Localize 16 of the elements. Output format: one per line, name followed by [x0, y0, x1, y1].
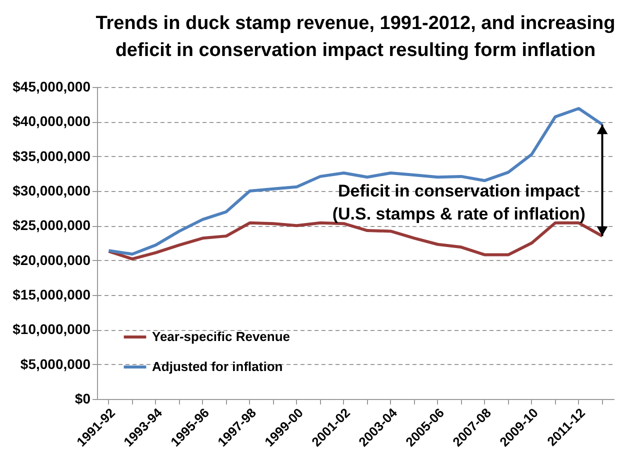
line-series — [107, 221, 604, 260]
y-tick-label: $15,000,000 — [12, 286, 91, 302]
legend-label: Adjusted for inflation — [152, 359, 283, 374]
y-tick-label: $25,000,000 — [12, 217, 91, 234]
y-tick-label: $5,000,000 — [20, 356, 91, 372]
y-tick-label: $30,000,000 — [12, 182, 91, 198]
y-tick-label: $35,000,000 — [12, 148, 91, 164]
y-tick-label: $45,000,000 — [12, 78, 91, 94]
legend-label: Year-specific Revenue — [152, 329, 290, 344]
y-tick-label: $0 — [74, 390, 91, 406]
annotation: Deficit in conservation impact (U.S. stamps & rate of inflation) — [332, 182, 586, 224]
y-tick-label: $10,000,000 — [12, 321, 91, 338]
y-tick-label: $40,000,000 — [12, 113, 91, 130]
y-tick-label: $20,000,000 — [12, 252, 91, 268]
line-series — [107, 106, 604, 256]
chart-title: Trends in duck stamp revenue, 1991-2012, and increasing deficit in conservation impact resulting form inflation — [96, 13, 616, 61]
